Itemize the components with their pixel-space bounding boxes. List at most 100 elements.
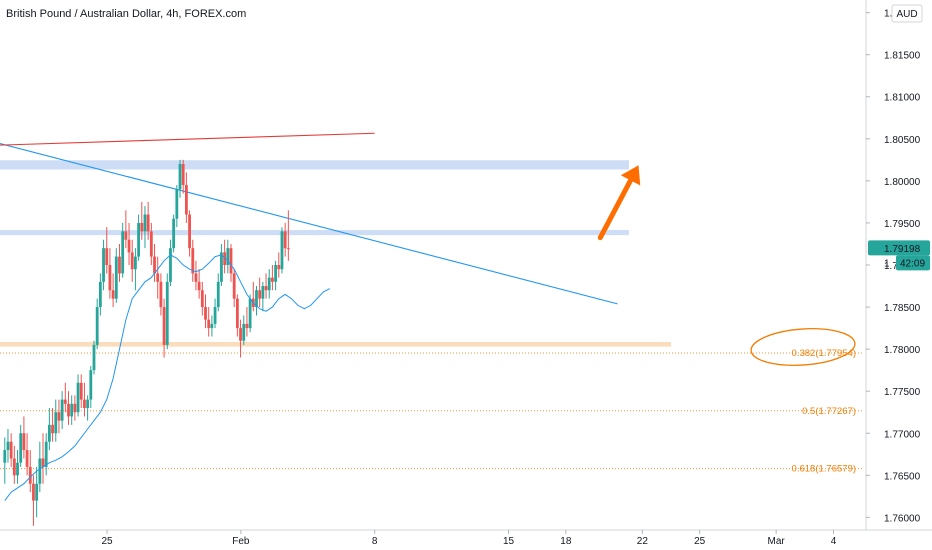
candle-body: [175, 189, 179, 219]
candle-body: [137, 222, 140, 257]
candle-body: [178, 164, 182, 190]
y-tick-label-2: 1.81000: [884, 93, 921, 104]
candle-body: [200, 290, 204, 308]
x-tick-label-6: 25: [694, 536, 706, 547]
y-tick-label-4: 1.80000: [884, 177, 921, 188]
chart-title: British Pound / Australian Dollar, 4h, F…: [6, 8, 246, 20]
y-tick-label-10: 1.77000: [884, 429, 921, 440]
candle-body: [28, 466, 32, 484]
candle-body: [140, 222, 144, 232]
candle-body: [16, 462, 19, 476]
x-tick-label-4: 18: [560, 536, 572, 547]
red-upper-line: [0, 132, 375, 146]
candle-body: [105, 248, 109, 265]
candle-body: [38, 458, 42, 484]
zone-resistance-upper: [0, 160, 629, 170]
candle-body: [134, 256, 137, 270]
candle-body: [207, 319, 211, 329]
candle-body: [35, 483, 39, 501]
candle-body: [146, 214, 150, 232]
candle-body: [118, 256, 121, 274]
candle-body: [213, 307, 217, 324]
candle-body: [264, 286, 268, 291]
candle-body: [274, 265, 278, 282]
candle-body: [32, 483, 35, 501]
candle-body: [169, 248, 172, 282]
currency-badge-label: AUD: [896, 9, 917, 20]
candle-body: [127, 239, 131, 253]
currency-badge-box: [891, 4, 923, 23]
candle-body: [47, 424, 51, 442]
candle-body: [242, 323, 246, 341]
x-tick-label-2: 8: [372, 536, 378, 547]
y-tick-label-1: 1.81500: [884, 51, 921, 62]
candle-body: [76, 382, 80, 413]
candle-body: [165, 281, 169, 345]
candle-body: [156, 273, 160, 282]
x-tick-label-5: 22: [637, 536, 649, 547]
zones: [0, 160, 672, 347]
candle-body: [191, 248, 195, 274]
candle-body: [248, 298, 252, 329]
candle-body: [267, 277, 271, 291]
candle-body: [216, 281, 220, 308]
candle-body: [245, 323, 249, 329]
candle-body: [9, 441, 13, 459]
candle-body: [86, 399, 90, 409]
candle-body: [277, 265, 281, 270]
candle-body: [153, 256, 156, 274]
candle-body: [159, 281, 163, 308]
countdown-value: 42:09: [900, 258, 925, 269]
countdown-tag: [896, 255, 930, 271]
last-price-value: 1.79198: [884, 244, 921, 255]
arrow-shaft: [597, 177, 634, 241]
candle-body: [210, 323, 214, 329]
fib-label-0: 0.382(1.77954): [792, 348, 856, 359]
trendlines: [0, 132, 618, 305]
candle-body: [67, 403, 70, 417]
x-tick-label-1: Feb: [232, 536, 250, 547]
candle-body: [181, 164, 185, 186]
fib-highlight-circle: [750, 328, 856, 366]
currency-badge[interactable]: AUD: [891, 4, 923, 23]
candle-body: [258, 290, 262, 299]
candle-body: [261, 286, 265, 299]
candle-body: [3, 450, 7, 463]
candle-body: [162, 307, 166, 345]
candle-body: [172, 218, 176, 249]
candle-body: [235, 298, 239, 329]
candle-body: [204, 307, 207, 320]
candle-body: [220, 252, 223, 282]
candles: [3, 159, 290, 526]
candle-body: [19, 433, 23, 463]
candle-body: [114, 256, 118, 299]
candle-body: [194, 273, 198, 282]
arrow-head: [620, 165, 641, 186]
x-tick-label-7: Mar: [768, 536, 786, 547]
candle-body: [51, 424, 54, 434]
x-tick-label-0: 25: [101, 536, 113, 547]
candle-body: [6, 441, 10, 451]
time-axis-labels: 25 Feb 8 15 18 22 25 Mar 4: [101, 530, 837, 547]
candle-body: [41, 458, 45, 467]
zone-resistance-lower: [0, 230, 629, 236]
candle-body: [22, 433, 26, 451]
candle-body: [63, 399, 67, 404]
candle-body: [89, 370, 93, 400]
candle-body: [286, 248, 290, 250]
candle-body: [124, 231, 128, 240]
candle-body: [102, 248, 105, 282]
moving-average-line: [4, 254, 331, 501]
candle-body: [197, 281, 201, 291]
y-tick-label-9: 1.77500: [884, 387, 921, 398]
y-tick-label-5: 1.79500: [884, 219, 921, 230]
candle-body: [232, 273, 236, 299]
zone-support: [0, 341, 672, 347]
fib-levels: 0.382(1.77954) 0.5(1.77267) 0.618(1.76579): [0, 348, 862, 475]
fib-label-1: 0.5(1.77267): [802, 406, 856, 417]
candle-body: [95, 307, 99, 345]
candle-body: [98, 281, 102, 308]
candle-body: [239, 328, 242, 341]
